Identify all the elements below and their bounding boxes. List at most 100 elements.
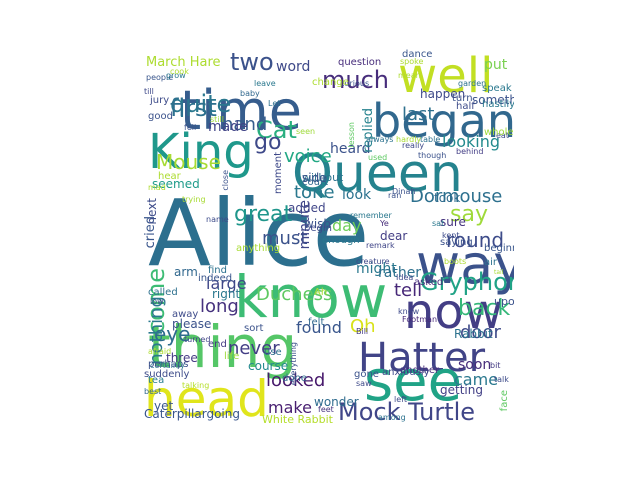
cloud-word: indeed xyxy=(198,273,233,284)
cloud-word: afraid xyxy=(148,347,172,356)
cloud-word: air xyxy=(484,257,498,268)
cloud-word: might xyxy=(356,261,397,277)
cloud-word: talk xyxy=(494,375,509,384)
cloud-word: saw xyxy=(356,379,372,388)
word-cloud: Alice know thing Queen head time way now Hatter s… xyxy=(144,48,514,428)
cloud-word: beginning xyxy=(484,243,514,254)
cloud-word: soon xyxy=(458,357,492,373)
cloud-word: Caterpillargoing xyxy=(144,407,240,421)
cloud-word: Mouse xyxy=(156,150,221,174)
cloud-word: took xyxy=(434,191,461,205)
cloud-word: Idea xyxy=(396,273,414,282)
cloud-word: good xyxy=(148,111,173,122)
cloud-word: voice xyxy=(284,146,332,167)
cloud-word: without xyxy=(302,171,344,184)
cloud-word: tea xyxy=(148,375,165,386)
cloud-word: side xyxy=(302,171,327,185)
cloud-word: till xyxy=(144,87,154,96)
cloud-word: wonder xyxy=(314,395,359,409)
cloud-word: Dormouse xyxy=(410,186,503,207)
cloud-word: best xyxy=(144,387,162,396)
cloud-word: something xyxy=(472,93,514,107)
cloud-word: head xyxy=(144,370,269,428)
cloud-word: saying xyxy=(440,237,473,248)
cloud-word: close xyxy=(221,170,230,191)
cloud-word: people xyxy=(146,73,174,82)
cloud-word: eye xyxy=(154,322,191,346)
cloud-word: Bill xyxy=(356,327,369,336)
cloud-word: lesson xyxy=(347,122,356,148)
cloud-word: trying xyxy=(182,195,206,204)
cloud-word: Cat xyxy=(256,116,297,144)
cloud-word: dance xyxy=(402,49,433,60)
cloud-word: mad xyxy=(148,183,166,192)
cloud-word: long xyxy=(200,296,239,317)
cloud-word: Let xyxy=(268,99,281,108)
cloud-word: happen xyxy=(420,87,466,101)
cloud-word: still xyxy=(210,115,224,124)
cloud-word: sat xyxy=(432,219,445,228)
cloud-word: really xyxy=(402,141,425,150)
cloud-word: began xyxy=(372,94,514,148)
cloud-word: seen xyxy=(296,127,316,136)
cloud-word: Mock Turtle xyxy=(338,398,476,426)
cloud-word: name xyxy=(206,215,229,224)
cloud-word: came xyxy=(454,370,499,389)
cloud-word: suddenly xyxy=(144,369,190,380)
cloud-word: yet xyxy=(154,399,174,413)
cloud-word: hastily xyxy=(482,99,514,110)
cloud-word: quite xyxy=(170,90,232,118)
cloud-word: much xyxy=(322,66,389,94)
cloud-word: called xyxy=(148,287,178,298)
cloud-word: last xyxy=(402,104,435,125)
cloud-word: used xyxy=(368,153,388,162)
cloud-word: bit xyxy=(490,361,501,370)
cloud-word: King xyxy=(148,124,254,180)
cloud-word: thing xyxy=(148,313,298,381)
cloud-word: Ye xyxy=(380,219,389,228)
cloud-word: day xyxy=(332,216,362,235)
cloud-word: spoke xyxy=(400,57,424,66)
cloud-word: anything xyxy=(236,243,281,254)
cloud-word: dear xyxy=(380,229,408,243)
cloud-word: White Rabbit xyxy=(262,413,333,426)
cloud-word: leave xyxy=(254,79,276,88)
cloud-word: go xyxy=(254,130,282,155)
cloud-word: March Hare xyxy=(146,55,221,70)
cloud-word: boots xyxy=(444,257,467,266)
cloud-word: tail xyxy=(494,269,504,276)
cloud-word: back xyxy=(458,296,511,321)
cloud-word: Ah xyxy=(314,287,328,298)
cloud-word: left xyxy=(394,395,407,404)
cloud-word: great xyxy=(234,202,293,227)
cloud-word: see xyxy=(364,349,463,414)
cloud-word: turn xyxy=(452,93,473,104)
cloud-word: kept xyxy=(442,231,460,240)
cloud-word: baby xyxy=(240,89,260,98)
cloud-word: hand xyxy=(222,114,268,135)
cloud-word: always xyxy=(366,135,394,144)
cloud-word: anxiously xyxy=(382,367,430,378)
cloud-word: Dinah xyxy=(392,187,416,196)
cloud-word: well xyxy=(398,48,494,104)
cloud-word: whole xyxy=(484,127,514,138)
cloud-word: change xyxy=(312,77,349,88)
cloud-word: half xyxy=(456,101,475,112)
cloud-word: Duchess xyxy=(256,284,333,305)
cloud-word: seemed xyxy=(152,177,200,191)
cloud-word: made xyxy=(208,119,248,135)
cloud-word: low xyxy=(150,297,164,306)
cloud-word: speak xyxy=(482,83,512,94)
cloud-word: fell xyxy=(184,123,197,132)
cloud-word: sort xyxy=(244,323,264,334)
cloud-word: replied xyxy=(361,108,376,153)
cloud-word: hear xyxy=(158,171,181,182)
cloud-word: turned xyxy=(184,335,211,344)
cloud-word: right xyxy=(212,287,241,301)
cloud-word: two xyxy=(230,48,274,76)
cloud-word: large xyxy=(206,274,247,293)
cloud-word: Gryphon xyxy=(420,268,514,296)
cloud-word: curious xyxy=(340,79,370,88)
cloud-word: put xyxy=(484,57,508,73)
cloud-word: away xyxy=(172,309,199,320)
